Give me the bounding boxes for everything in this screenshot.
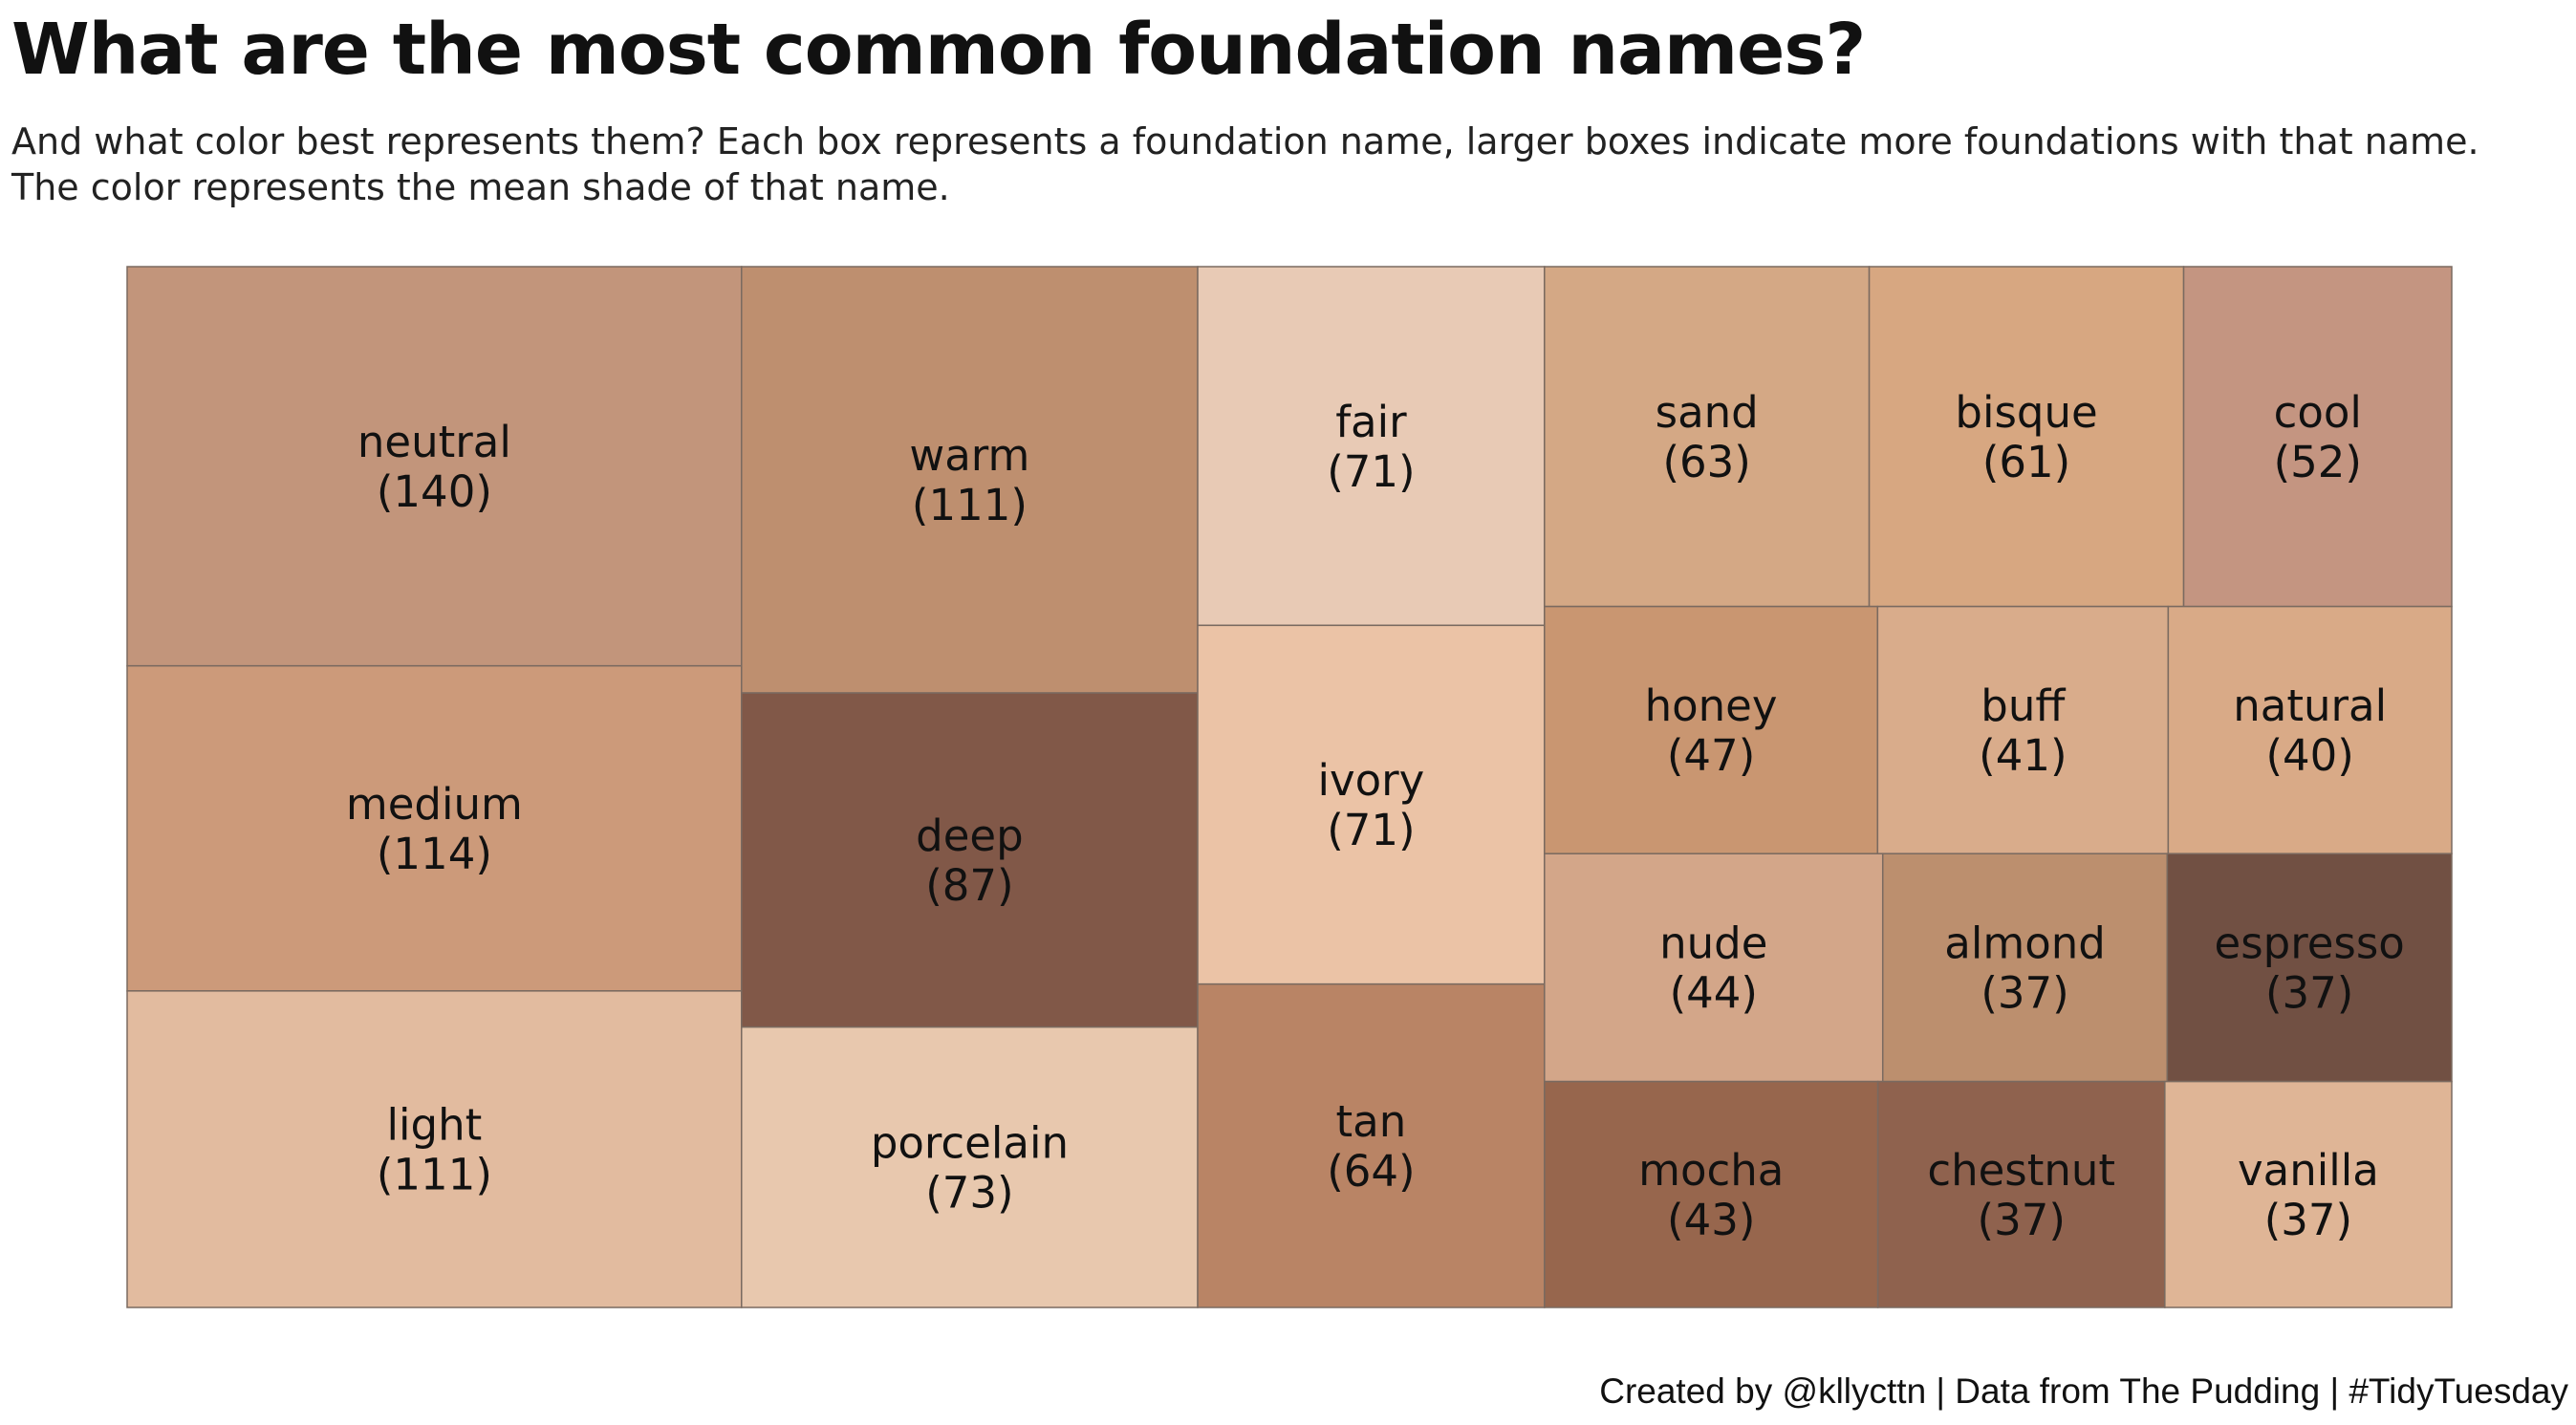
treemap-rect-buff [1876, 605, 2170, 854]
treemap-cell-tan: tan(64) [1197, 982, 1546, 1308]
treemap-label-nude: nude [1659, 918, 1767, 969]
treemap-count-porcelain: (73) [925, 1168, 1013, 1219]
treemap-label-mocha: mocha [1638, 1145, 1784, 1196]
treemap-cell-bisque: bisque(61) [1868, 266, 2185, 608]
treemap-label-light: light [387, 1100, 483, 1151]
treemap-rect-vanilla [2164, 1080, 2453, 1308]
treemap-label-porcelain: porcelain [871, 1118, 1069, 1169]
treemap-count-fair: (71) [1327, 446, 1415, 497]
treemap-label-sand: sand [1656, 387, 1759, 438]
treemap-cell-cool: cool(52) [2182, 266, 2453, 608]
treemap-count-chestnut: (37) [1978, 1195, 2066, 1245]
treemap-label-buff: buff [1981, 680, 2066, 731]
treemap-rect-sand [1544, 266, 1871, 608]
treemap-count-neutral: (140) [377, 466, 492, 517]
treemap-rect-espresso [2166, 853, 2453, 1083]
treemap-label-almond: almond [1944, 918, 2106, 969]
treemap-count-medium: (114) [377, 829, 492, 879]
treemap-rect-mocha [1544, 1080, 1879, 1308]
treemap-cell-vanilla: vanilla(37) [2164, 1080, 2453, 1308]
treemap-rect-warm [741, 266, 1199, 694]
treemap-rect-cool [2182, 266, 2453, 608]
treemap-cell-neutral: neutral(140) [126, 266, 743, 667]
treemap-rect-tan [1197, 982, 1546, 1308]
treemap-cell-natural: natural(40) [2167, 605, 2453, 854]
treemap-count-almond: (37) [1981, 968, 2068, 1019]
treemap-cell-warm: warm(111) [741, 266, 1199, 694]
treemap-cell-ivory: ivory(71) [1197, 624, 1546, 985]
treemap-label-tan: tan [1336, 1096, 1407, 1147]
treemap-rect-almond [1881, 853, 2169, 1083]
treemap-label-ivory: ivory [1318, 755, 1425, 806]
treemap-label-bisque: bisque [1955, 387, 2097, 438]
treemap-count-vanilla: (37) [2264, 1195, 2352, 1245]
treemap-cell-mocha: mocha(43) [1544, 1080, 1879, 1308]
treemap-label-fair: fair [1335, 397, 1407, 447]
treemap-count-deep: (87) [925, 860, 1013, 911]
treemap-count-espresso: (37) [2265, 968, 2353, 1019]
treemap-label-neutral: neutral [357, 417, 511, 467]
treemap-cell-almond: almond(37) [1881, 853, 2169, 1083]
treemap-label-warm: warm [909, 430, 1029, 481]
treemap-count-cool: (52) [2274, 437, 2362, 487]
chart-subtitle: And what color best represents them? Eac… [11, 119, 2554, 210]
treemap-label-medium: medium [346, 779, 523, 830]
treemap-cell-deep: deep(87) [741, 692, 1199, 1028]
treemap-cell-fair: fair(71) [1197, 266, 1546, 627]
treemap-count-honey: (47) [1667, 730, 1755, 781]
treemap-label-natural: natural [2233, 680, 2387, 731]
treemap-label-vanilla: vanilla [2238, 1145, 2379, 1196]
treemap-rect-bisque [1868, 266, 2185, 608]
treemap-cell-light: light(111) [126, 990, 743, 1308]
treemap-count-sand: (63) [1662, 437, 1750, 487]
chart-caption: Created by @kllycttn | Data from The Pud… [1599, 1371, 2568, 1411]
treemap-label-deep: deep [916, 810, 1024, 861]
subtitle-line-1: And what color best represents them? Eac… [11, 120, 2479, 162]
treemap-count-warm: (111) [912, 480, 1028, 530]
treemap-count-buff: (41) [1979, 730, 2067, 781]
treemap-rect-medium [126, 664, 743, 992]
treemap-count-light: (111) [377, 1150, 492, 1200]
treemap-rect-nude [1544, 853, 1884, 1083]
treemap-rect-light [126, 990, 743, 1308]
treemap-cell-buff: buff(41) [1876, 605, 2170, 854]
chart-title: What are the most common foundation name… [11, 9, 1866, 91]
treemap-rect-fair [1197, 266, 1546, 627]
treemap-count-tan: (64) [1327, 1146, 1415, 1197]
treemap-rect-natural [2167, 605, 2453, 854]
treemap-cell-sand: sand(63) [1544, 266, 1871, 608]
treemap-cell-espresso: espresso(37) [2166, 853, 2453, 1083]
treemap-label-cool: cool [2274, 387, 2362, 438]
subtitle-line-2: The color represents the mean shade of t… [11, 166, 950, 208]
treemap-cell-medium: medium(114) [126, 664, 743, 992]
treemap-count-ivory: (71) [1327, 805, 1415, 855]
treemap-label-honey: honey [1645, 680, 1778, 731]
treemap-count-bisque: (61) [1982, 437, 2070, 487]
treemap-cell-chestnut: chestnut(37) [1876, 1080, 2166, 1308]
treemap-cell-honey: honey(47) [1544, 605, 1879, 854]
treemap-rect-deep [741, 692, 1199, 1028]
treemap-count-nude: (44) [1670, 968, 1758, 1019]
treemap-label-chestnut: chestnut [1927, 1145, 2115, 1196]
treemap-cell-nude: nude(44) [1544, 853, 1884, 1083]
treemap-rect-porcelain [741, 1026, 1199, 1308]
treemap-rect-honey [1544, 605, 1879, 854]
treemap-count-mocha: (43) [1667, 1195, 1755, 1245]
treemap-label-espresso: espresso [2215, 918, 2405, 969]
treemap-cell-porcelain: porcelain(73) [741, 1026, 1199, 1308]
treemap-count-natural: (40) [2265, 730, 2353, 781]
treemap-rect-ivory [1197, 624, 1546, 985]
